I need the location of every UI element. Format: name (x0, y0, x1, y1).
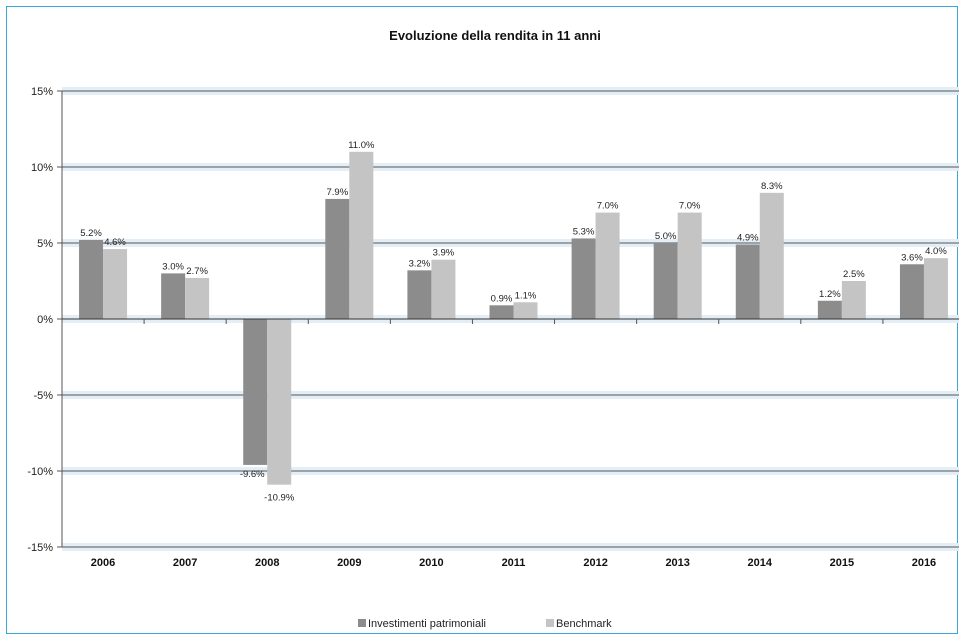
legend-swatch (358, 619, 366, 627)
y-tick-label: 5% (37, 238, 53, 250)
x-tick-label: 2013 (665, 557, 689, 569)
data-label: 3.9% (433, 248, 455, 259)
data-label: 3.2% (409, 258, 431, 269)
bar-investimenti-2009 (325, 198, 350, 319)
chart-title: Evoluzione della rendita in 11 anni (389, 28, 601, 43)
y-tick-label: 10% (31, 162, 53, 174)
bar-investimenti-2015 (817, 300, 842, 319)
bars (79, 151, 948, 485)
x-tick-label: 2012 (583, 557, 607, 569)
y-tick-label: 15% (31, 86, 53, 98)
bar-investimenti-2008 (243, 319, 268, 465)
bar-benchmark-2012 (595, 212, 620, 319)
data-label: 5.3% (573, 226, 595, 237)
data-label: -10.9% (264, 493, 295, 504)
bar-investimenti-2013 (653, 243, 678, 319)
bar-benchmark-2006 (103, 249, 128, 319)
data-label: 7.0% (679, 201, 701, 212)
bar-benchmark-2011 (513, 302, 538, 319)
bar-benchmark-2010 (431, 259, 456, 319)
y-tick-label: 0% (37, 314, 53, 326)
chart-svg: Evoluzione della rendita in 11 anni 15%1… (27, 28, 959, 630)
data-label: 11.0% (348, 140, 375, 151)
bar-benchmark-2007 (185, 277, 210, 319)
data-label: 1.2% (819, 289, 841, 300)
legend-label: Investimenti patrimoniali (368, 618, 486, 630)
bar-investimenti-2016 (899, 264, 924, 319)
data-label: 8.3% (761, 181, 783, 192)
x-tick-label: 2010 (419, 557, 443, 569)
legend: Investimenti patrimoniali Benchmark (358, 618, 612, 630)
legend-swatch (546, 619, 554, 627)
data-label: 5.2% (80, 228, 102, 239)
x-tick-label: 2008 (255, 557, 279, 569)
axes: 15% 10% 5% 0% -5% -10% -15% 2006 2007 2008 2009 201… (27, 86, 959, 569)
chart-frame: Evoluzione della rendita in 11 anni 15% 1… (6, 6, 959, 634)
data-label: 4.6% (104, 237, 126, 248)
y-tick-label: -10% (27, 466, 53, 478)
x-tick-label: 2011 (502, 557, 526, 569)
data-label: -9.6% (240, 469, 265, 480)
bar-investimenti-2012 (571, 238, 596, 319)
data-label: 7.9% (326, 187, 348, 198)
bar-benchmark-2014 (759, 192, 784, 319)
x-tick-label: 2016 (912, 557, 936, 569)
bar-benchmark-2008 (267, 319, 292, 485)
data-label: 3.6% (901, 252, 923, 263)
data-label: 5.0% (655, 231, 677, 242)
x-tick-label: 2009 (337, 557, 361, 569)
bar-investimenti-2010 (407, 270, 432, 319)
bar-investimenti-2007 (161, 273, 186, 319)
data-label: 1.1% (515, 290, 537, 301)
bar-investimenti-2011 (489, 305, 514, 319)
legend-label: Benchmark (556, 618, 612, 630)
data-label: 4.9% (737, 233, 759, 244)
data-label: 2.5% (843, 269, 865, 280)
x-tick-label: 2014 (748, 557, 773, 569)
bar-benchmark-2016 (923, 258, 948, 319)
data-label: 2.7% (186, 266, 208, 277)
bar-investimenti-2014 (735, 244, 760, 319)
x-tick-label: 2015 (830, 557, 854, 569)
data-label: 7.0% (597, 201, 619, 212)
y-tick-label: -15% (27, 542, 53, 554)
x-tick-label: 2007 (173, 557, 197, 569)
data-labels: 5.2% 3.0% -9.6% 7.9% 3.2% 0.9% 5.3% 5.0% 4.9% 1.2… (80, 140, 947, 504)
x-tick-label: 2006 (91, 557, 115, 569)
data-label: 3.0% (162, 261, 184, 272)
bar-benchmark-2009 (349, 151, 374, 319)
bar-benchmark-2013 (677, 212, 702, 319)
bar-benchmark-2015 (841, 281, 866, 319)
data-label: 4.0% (925, 246, 947, 257)
y-tick-label: -5% (33, 390, 53, 402)
data-label: 0.9% (491, 293, 513, 304)
bar-investimenti-2006 (79, 239, 104, 319)
